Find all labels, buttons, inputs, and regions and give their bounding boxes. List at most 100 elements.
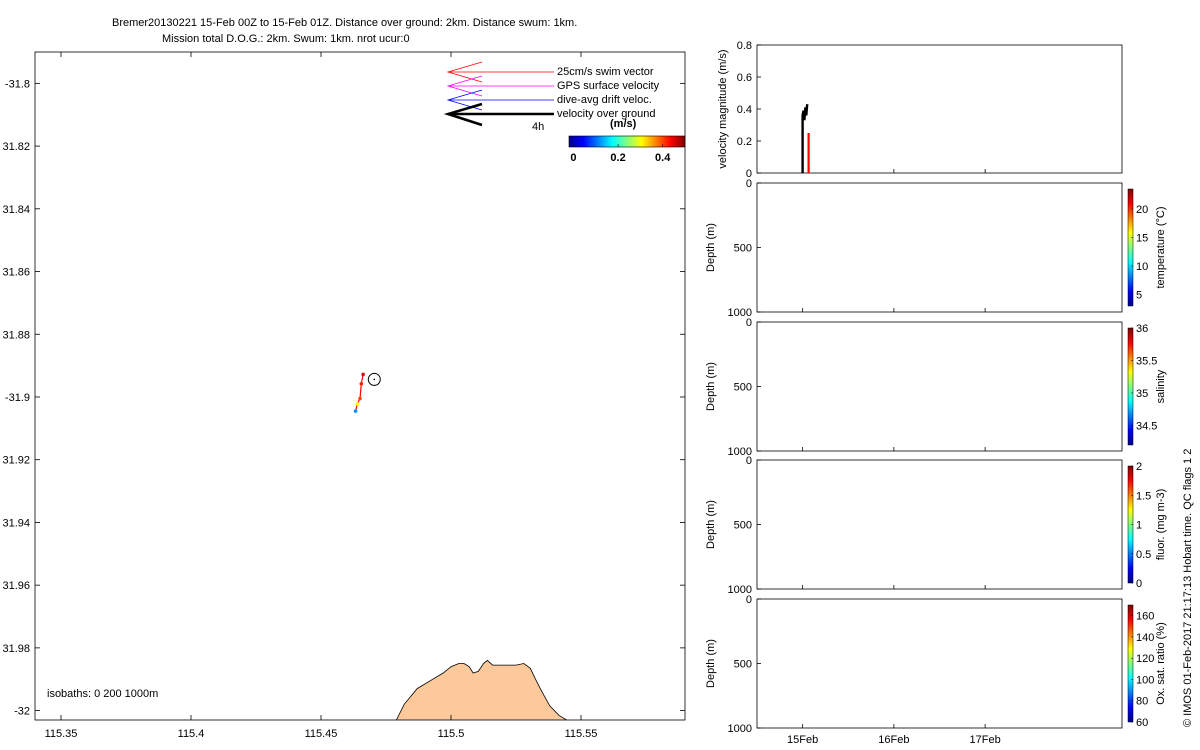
map-x-ticks: 115.35 115.4 115.45 115.5 115.55 bbox=[45, 52, 598, 740]
copyright-note: © IMOS 01-Feb-2017 21:17:13 Hobart time.… bbox=[1182, 449, 1194, 727]
map-y-tick-label: -31.8 bbox=[5, 78, 30, 90]
panel-colorbar-tick-label: 140 bbox=[1136, 632, 1154, 644]
panel-colorbar-tick-label: 0 bbox=[1136, 578, 1142, 590]
panel-colorbar-tick-label: 0.5 bbox=[1136, 549, 1151, 561]
map-x-tick-label: 115.45 bbox=[305, 728, 338, 740]
map-legend: 25cm/s swim vector GPS surface velocity … bbox=[443, 61, 686, 164]
map-y-tick-label: 31.86 bbox=[2, 267, 30, 279]
track-point bbox=[358, 396, 362, 401]
panel-y-tick-label: 1000 bbox=[728, 307, 752, 319]
panel-y-tick-label: 0.4 bbox=[737, 104, 752, 116]
map-axes-frame bbox=[34, 51, 686, 721]
panel-y-tick-label: 0 bbox=[746, 317, 752, 329]
panel-y-tick-label: 500 bbox=[734, 243, 752, 255]
panel-x-tick-label: 17Feb bbox=[970, 734, 1001, 746]
map-y-tick-label: 31.92 bbox=[2, 455, 30, 467]
panel-x-tick-label: 15Feb bbox=[787, 734, 818, 746]
panel-y-tick-label: 500 bbox=[734, 520, 752, 532]
track-point bbox=[359, 382, 364, 386]
legend-time-label: 4h bbox=[532, 121, 544, 133]
panel-colorbar-tick-label: 34.5 bbox=[1136, 421, 1157, 433]
panel-y-tick-label: 1000 bbox=[728, 584, 752, 596]
map-y-tick-label: 31.88 bbox=[2, 329, 30, 341]
velocity-series-line bbox=[801, 104, 809, 173]
legend-item-swim: 25cm/s swim vector bbox=[557, 66, 654, 78]
track-point bbox=[353, 409, 358, 413]
map-colorbar-tick-label: 0 bbox=[570, 152, 576, 164]
panel-frame bbox=[756, 44, 1123, 174]
panel-y-axis-label: velocity magnitude (m/s) bbox=[717, 49, 729, 168]
legend-item-vog: velocity over ground bbox=[557, 108, 655, 120]
panel-salinity: 0 500 1000 Depth (m) 34.5 35 35.5 36 salinity bbox=[705, 317, 1167, 458]
panel-frame bbox=[756, 182, 1123, 313]
panel-y-tick-label: 500 bbox=[734, 382, 752, 394]
panel-colorbar-tick-label: 80 bbox=[1136, 696, 1148, 708]
track-segment bbox=[359, 383, 362, 399]
legend-item-gps: GPS surface velocity bbox=[557, 80, 660, 92]
glider-position-marker bbox=[367, 372, 381, 386]
panel-colorbar-tick-label: 100 bbox=[1136, 674, 1154, 686]
panel-frame bbox=[756, 321, 1123, 452]
panel-colorbar-label: fluor. (mg m-3) bbox=[1155, 489, 1167, 561]
panel-colorbar-tick-label: 120 bbox=[1136, 653, 1154, 665]
panel-velocity: 0 0.2 0.4 0.6 0.8 velocity magnitude (m/s) bbox=[717, 40, 1123, 180]
panel-y-tick-label: 1000 bbox=[728, 446, 752, 458]
map-x-tick-label: 115.4 bbox=[178, 728, 205, 740]
panel-y-tick-label: 0 bbox=[746, 455, 752, 467]
panel-y-tick-label: 0 bbox=[746, 178, 752, 190]
panel-colorbar-tick-label: 35.5 bbox=[1136, 356, 1157, 368]
map-y-tick-label: 31.84 bbox=[2, 204, 30, 216]
map-y-tick-label: 31.98 bbox=[2, 643, 30, 655]
panel-colorbar-tick-label: 1 bbox=[1136, 520, 1142, 532]
map-colorbar-tick-label: 0.4 bbox=[655, 152, 671, 164]
map-colorbar-tick-label: 0.2 bbox=[610, 152, 625, 164]
panel-y-tick-label: 1000 bbox=[728, 723, 752, 735]
map-y-tick-label: -31.9 bbox=[5, 392, 30, 404]
panel-y-axis-label: Depth (m) bbox=[705, 223, 717, 272]
isobaths-label: isobaths: 0 200 1000m bbox=[47, 688, 158, 700]
panel-colorbar-tick-label: 1.5 bbox=[1136, 490, 1151, 502]
panel-colorbar-label: Ox. sat. ratio (%) bbox=[1155, 622, 1167, 705]
panel-colorbar-tick-label: 5 bbox=[1136, 290, 1142, 302]
map-colorbar bbox=[568, 135, 686, 148]
panel-colorbar-tick-label: 35 bbox=[1136, 388, 1148, 400]
panel-colorbar-tick-label: 2 bbox=[1136, 461, 1142, 473]
panel-y-tick-label: 0.8 bbox=[737, 40, 752, 52]
map-colorbar-ticks: 0 0.2 0.4 bbox=[570, 144, 671, 164]
map-colorbar-title: (m/s) bbox=[610, 118, 637, 130]
panel-colorbar-tick-label: 60 bbox=[1136, 717, 1148, 729]
panel-colorbar bbox=[1127, 604, 1134, 723]
map-x-tick-label: 115.55 bbox=[565, 728, 598, 740]
panel-y-tick-label: 0 bbox=[746, 594, 752, 606]
title-line-2: Mission total D.O.G.: 2km. Swum: 1km. nr… bbox=[162, 33, 410, 45]
panel-frame bbox=[756, 459, 1123, 590]
panel-y-tick-label: 0.2 bbox=[737, 136, 752, 148]
panel-colorbar-label: salinity bbox=[1155, 369, 1167, 403]
panel-colorbar-tick-label: 160 bbox=[1136, 611, 1154, 623]
track-point bbox=[355, 402, 360, 406]
panel-y-axis-label: Depth (m) bbox=[705, 362, 717, 411]
map-y-ticks: -31.8 31.82 31.84 31.86 31.88 -31.9 31.92 31.94… bbox=[2, 78, 685, 718]
panel-y-axis-label: Depth (m) bbox=[705, 639, 717, 688]
panel-colorbar-tick-label: 10 bbox=[1136, 261, 1148, 273]
map-panel: -31.8 31.82 31.84 31.86 31.88 -31.9 31.92 31.94… bbox=[2, 51, 686, 740]
map-y-tick-label: 31.96 bbox=[2, 580, 30, 592]
track-point bbox=[361, 372, 365, 377]
panel-temperature: 0 500 1000 Depth (m) 5 10 15 20 temperature (°C) bbox=[705, 178, 1167, 319]
panel-x-tick-label: 16Feb bbox=[878, 734, 909, 746]
panel-colorbar-tick-label: 36 bbox=[1136, 323, 1148, 335]
panel-y-tick-label: 0.6 bbox=[737, 72, 752, 84]
panel-colorbar-tick-label: 20 bbox=[1136, 204, 1148, 216]
glider-track bbox=[353, 372, 365, 413]
panel-frame bbox=[756, 598, 1123, 729]
map-y-tick-label: 31.82 bbox=[2, 141, 30, 153]
panel-colorbar bbox=[1127, 188, 1134, 307]
panel-fluorescence: 0 500 1000 Depth (m) 0 0.5 1 1.5 2 fluor. (mg m-3… bbox=[705, 455, 1167, 596]
map-x-tick-label: 115.5 bbox=[438, 728, 465, 740]
land-polygon bbox=[396, 659, 568, 720]
glider-position-dot bbox=[373, 378, 376, 381]
legend-item-drift: dive-avg drift veloc. bbox=[557, 94, 652, 106]
